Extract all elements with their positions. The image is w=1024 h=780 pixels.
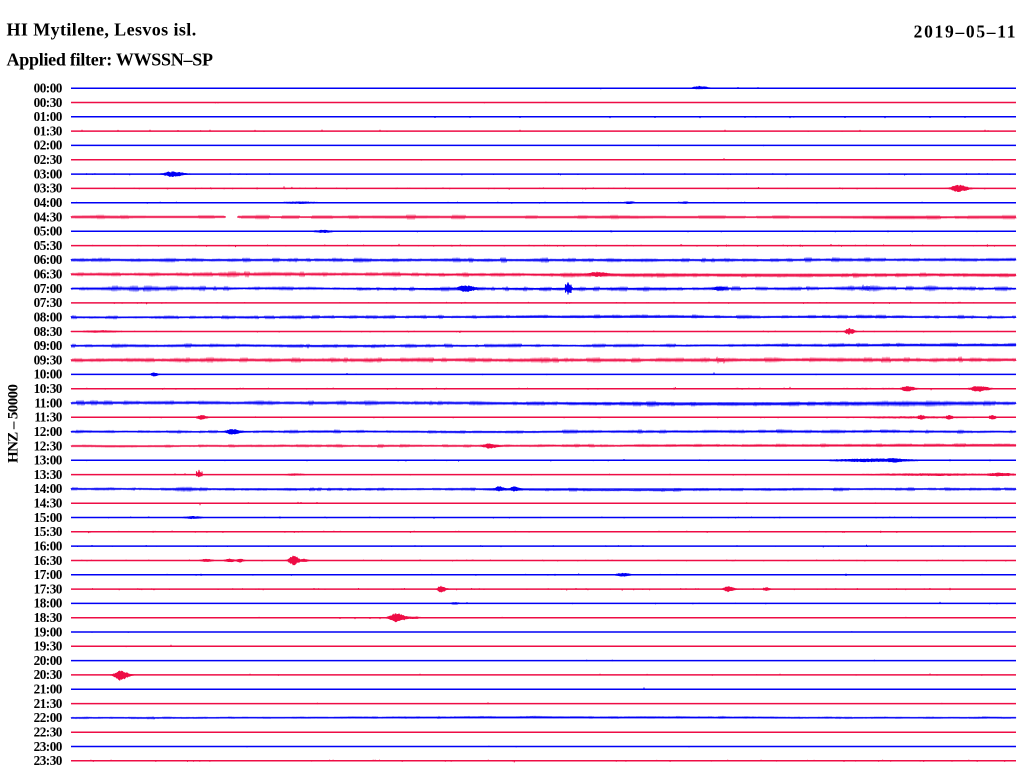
svg-text:23:30: 23:30 (34, 753, 63, 768)
svg-text:17:00: 17:00 (34, 567, 63, 582)
svg-text:07:30: 07:30 (34, 295, 63, 310)
svg-text:15:00: 15:00 (34, 510, 63, 525)
svg-text:02:00: 02:00 (34, 138, 63, 153)
svg-text:18:00: 18:00 (34, 596, 63, 611)
svg-text:19:30: 19:30 (34, 639, 63, 654)
svg-text:Applied filter: WWSSN–SP: Applied filter: WWSSN–SP (7, 50, 213, 70)
svg-text:22:30: 22:30 (34, 725, 63, 740)
svg-text:21:30: 21:30 (34, 696, 63, 711)
svg-text:15:30: 15:30 (34, 524, 63, 539)
svg-text:13:30: 13:30 (34, 467, 63, 482)
svg-text:22:00: 22:00 (34, 710, 63, 725)
svg-text:06:30: 06:30 (34, 267, 63, 282)
svg-text:03:30: 03:30 (34, 181, 63, 196)
svg-text:23:00: 23:00 (34, 739, 63, 754)
svg-text:05:00: 05:00 (34, 224, 63, 239)
svg-text:02:30: 02:30 (34, 152, 63, 167)
svg-text:06:00: 06:00 (34, 252, 63, 267)
svg-text:14:00: 14:00 (34, 481, 63, 496)
svg-text:05:30: 05:30 (34, 238, 63, 253)
svg-text:2019–05–11: 2019–05–11 (914, 21, 1018, 41)
svg-text:17:30: 17:30 (34, 581, 63, 596)
svg-text:10:00: 10:00 (34, 367, 63, 382)
svg-text:09:00: 09:00 (34, 338, 63, 353)
svg-text:11:30: 11:30 (34, 410, 62, 425)
svg-text:07:00: 07:00 (34, 281, 63, 296)
svg-text:08:00: 08:00 (34, 310, 63, 325)
svg-text:00:30: 00:30 (34, 95, 63, 110)
svg-text:04:00: 04:00 (34, 195, 63, 210)
svg-text:00:00: 00:00 (34, 81, 63, 96)
svg-text:18:30: 18:30 (34, 610, 63, 625)
svg-text:13:00: 13:00 (34, 453, 63, 468)
svg-text:04:30: 04:30 (34, 209, 63, 224)
svg-text:HNZ – 50000: HNZ – 50000 (6, 384, 22, 463)
svg-text:21:00: 21:00 (34, 682, 63, 697)
svg-text:09:30: 09:30 (34, 352, 63, 367)
svg-text:20:30: 20:30 (34, 667, 63, 682)
svg-text:12:30: 12:30 (34, 438, 63, 453)
svg-text:12:00: 12:00 (34, 424, 63, 439)
svg-text:19:00: 19:00 (34, 624, 63, 639)
svg-text:16:30: 16:30 (34, 553, 63, 568)
svg-text:01:00: 01:00 (34, 109, 63, 124)
svg-text:20:00: 20:00 (34, 653, 63, 668)
svg-text:11:00: 11:00 (34, 395, 62, 410)
svg-text:08:30: 08:30 (34, 324, 63, 339)
svg-text:10:30: 10:30 (34, 381, 63, 396)
svg-text:03:00: 03:00 (34, 166, 63, 181)
svg-text:HI Mytilene, Lesvos isl.: HI Mytilene, Lesvos isl. (7, 20, 197, 40)
svg-text:14:30: 14:30 (34, 496, 63, 511)
svg-text:16:00: 16:00 (34, 538, 63, 553)
svg-text:01:30: 01:30 (34, 123, 63, 138)
